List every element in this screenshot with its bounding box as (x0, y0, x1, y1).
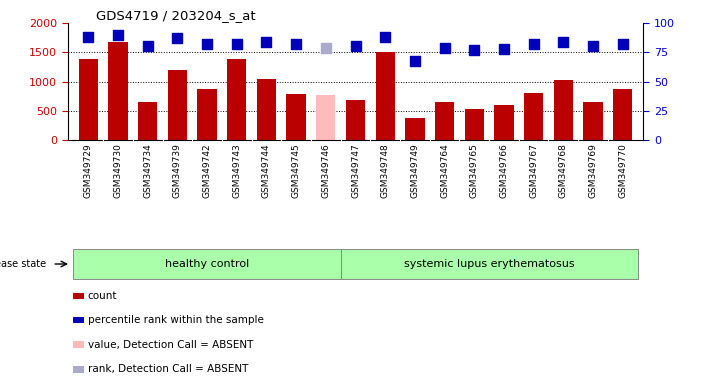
Text: GSM349744: GSM349744 (262, 143, 271, 198)
Point (112, 32, 124, 38)
Text: GSM349745: GSM349745 (292, 143, 301, 198)
Point (469, 47, 480, 53)
Bar (198, 89, 217, 140)
Bar (524, 93, 543, 140)
Point (231, 41, 242, 47)
Text: GSM349769: GSM349769 (589, 143, 597, 198)
Bar (464, 109, 484, 140)
Text: systemic lupus erythematosus: systemic lupus erythematosus (404, 259, 574, 269)
Text: value, Detection Call = ABSENT: value, Detection Call = ABSENT (87, 339, 253, 349)
Text: GSM349734: GSM349734 (143, 143, 152, 198)
Point (587, 43, 599, 50)
Text: percentile rank within the sample: percentile rank within the sample (87, 315, 264, 325)
Point (142, 43, 154, 50)
Bar (554, 80, 573, 140)
Bar (73, 316, 84, 323)
Point (261, 39, 272, 45)
Bar (287, 94, 306, 140)
Text: GSM349747: GSM349747 (351, 143, 360, 198)
Bar (257, 79, 276, 140)
Point (201, 41, 213, 47)
Bar (79, 59, 98, 140)
Text: GSM349748: GSM349748 (380, 143, 390, 198)
Bar (435, 102, 454, 140)
Bar (138, 103, 157, 140)
Point (171, 35, 183, 41)
Text: GSM349765: GSM349765 (470, 143, 479, 198)
Point (528, 41, 540, 47)
Text: GSM349746: GSM349746 (321, 143, 331, 198)
Text: disease state: disease state (0, 259, 46, 269)
Text: GSM349730: GSM349730 (114, 143, 122, 198)
Point (350, 43, 361, 50)
Text: GSM349749: GSM349749 (410, 143, 419, 198)
Text: GSM349764: GSM349764 (440, 143, 449, 198)
Text: GSM349743: GSM349743 (232, 143, 241, 198)
Point (380, 34, 391, 40)
Point (617, 41, 629, 47)
Bar (316, 95, 336, 140)
Point (290, 41, 301, 47)
Point (439, 45, 450, 51)
Text: GSM349729: GSM349729 (84, 143, 93, 198)
Text: GDS4719 / 203204_s_at: GDS4719 / 203204_s_at (97, 9, 256, 22)
Text: GSM349739: GSM349739 (173, 143, 182, 198)
Point (320, 45, 331, 51)
Bar (375, 52, 395, 140)
Text: GSM349770: GSM349770 (618, 143, 627, 198)
Text: healthy control: healthy control (165, 259, 249, 269)
Point (82, 34, 94, 40)
Text: GSM349766: GSM349766 (499, 143, 508, 198)
Bar (227, 59, 247, 140)
Point (498, 46, 510, 52)
Bar (583, 102, 603, 140)
Bar (405, 118, 424, 140)
Text: GSM349767: GSM349767 (529, 143, 538, 198)
Point (557, 39, 569, 45)
Point (410, 58, 421, 64)
Bar (73, 366, 84, 372)
Bar (494, 105, 513, 140)
Bar (73, 341, 84, 348)
Bar (341, 249, 638, 279)
Bar (613, 89, 632, 140)
Text: GSM349768: GSM349768 (559, 143, 568, 198)
Text: count: count (87, 291, 117, 301)
Bar (168, 70, 187, 140)
Bar (346, 100, 365, 140)
Bar (73, 293, 84, 299)
Text: GSM349742: GSM349742 (203, 143, 212, 198)
Bar (73, 249, 341, 279)
Bar (108, 42, 128, 140)
Text: rank, Detection Call = ABSENT: rank, Detection Call = ABSENT (87, 364, 248, 374)
